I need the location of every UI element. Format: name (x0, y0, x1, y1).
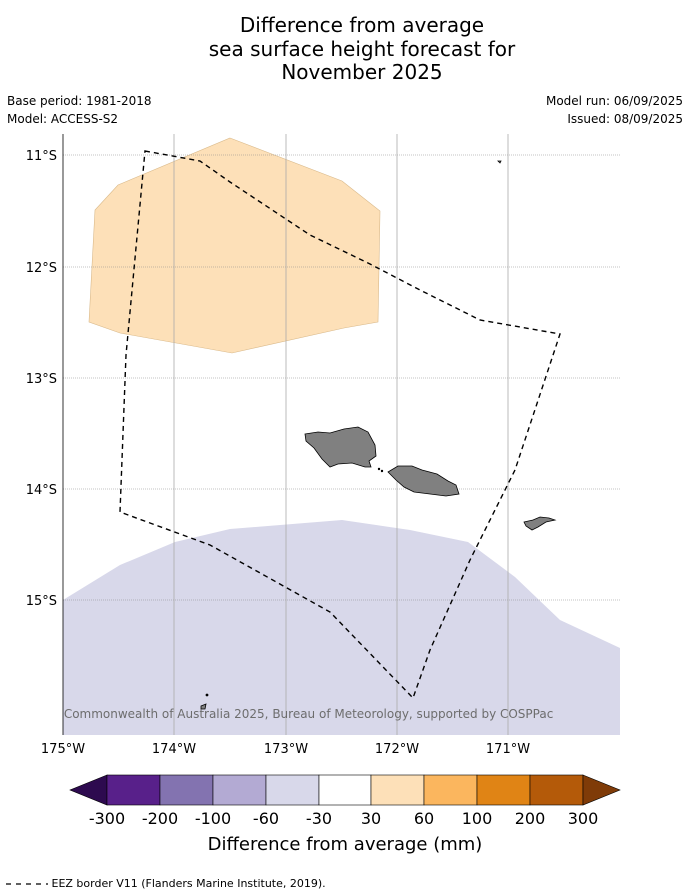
colorbar-bin (529, 774, 584, 806)
colorbar-tick: 200 (515, 809, 546, 828)
colorbar-bin (212, 774, 267, 806)
colorbar (69, 774, 621, 806)
colorbar-tick: 100 (462, 809, 493, 828)
base-period: Base period: 1981-2018 (7, 94, 152, 108)
meta-right: Model run: 06/09/2025 Issued: 08/09/2025 (546, 94, 683, 130)
lat-label: 13°S (26, 372, 57, 387)
lon-label: 173°W (264, 742, 308, 757)
colorbar-bin (318, 774, 372, 806)
eez-legend: EEZ border V11 (Flanders Marine Institut… (6, 877, 326, 890)
colorbar-tick: -100 (195, 809, 231, 828)
copyright-text: © Commonwealth of Australia 2025, Bureau… (48, 707, 553, 721)
colorbar-tick: -300 (89, 809, 125, 828)
issued-date: Issued: 08/09/2025 (567, 112, 683, 126)
model-run: Model run: 06/09/2025 (545, 94, 683, 108)
colorbar-extend-high (582, 774, 621, 806)
title-line-3: November 2025 (281, 60, 443, 84)
colorbar-tick: -30 (306, 809, 332, 828)
colorbar-extend-low (69, 774, 108, 806)
lat-label: 12°S (26, 261, 57, 276)
longitude-labels: 175°W 174°W 173°W 172°W 171°W (41, 742, 530, 757)
colorbar-tick: -60 (253, 809, 279, 828)
negative-anomaly-region (63, 520, 620, 735)
lon-label: 172°W (375, 742, 419, 757)
latitude-labels: 11°S 12°S 13°S 14°S 15°S (26, 149, 57, 609)
title-line-2: sea surface height forecast for (208, 36, 516, 61)
colorbar-bin (106, 774, 161, 806)
colorbar-bin (265, 774, 320, 806)
colorbar-bin (423, 774, 478, 806)
eez-legend-swatch (6, 883, 48, 885)
colorbar-bin (370, 774, 425, 806)
colorbar-bin (476, 774, 531, 806)
lon-label: 171°W (486, 742, 530, 757)
eez-legend-label: EEZ border V11 (Flanders Marine Institut… (51, 877, 326, 890)
tutuila-island (523, 516, 557, 531)
chart-title: Difference from average sea surface heig… (0, 13, 690, 85)
title-line-1: Difference from average (239, 13, 485, 37)
colorbar-bin (159, 774, 214, 806)
colorbar-tick: 30 (361, 809, 381, 828)
colorbar-tick: 60 (414, 809, 434, 828)
positive-anomaly-region (88, 137, 381, 354)
lon-label: 174°W (152, 742, 196, 757)
small-islet-south (200, 703, 207, 710)
savaii-island (304, 426, 377, 468)
swains-island (497, 160, 502, 164)
colorbar-ticks: -300 -200 -100 -60 -30 30 60 100 200 300 (89, 809, 598, 828)
lat-label: 14°S (26, 483, 57, 498)
land-masses (200, 160, 557, 710)
map-area: © Commonwealth of Australia 2025, Bureau… (48, 134, 620, 735)
gridlines (63, 134, 620, 735)
colorbar-label: Difference from average (mm) (208, 834, 483, 855)
upolu-island (387, 465, 460, 497)
meta-left: Base period: 1981-2018 Model: ACCESS-S2 (7, 94, 152, 130)
model-name: Model: ACCESS-S2 (7, 112, 119, 126)
lon-label: 175°W (41, 742, 85, 757)
colorbar-tick: 300 (568, 809, 599, 828)
lat-label: 15°S (26, 594, 57, 609)
colorbar-tick: -200 (142, 809, 178, 828)
lat-label: 11°S (26, 149, 57, 164)
eez-border (119, 150, 561, 700)
